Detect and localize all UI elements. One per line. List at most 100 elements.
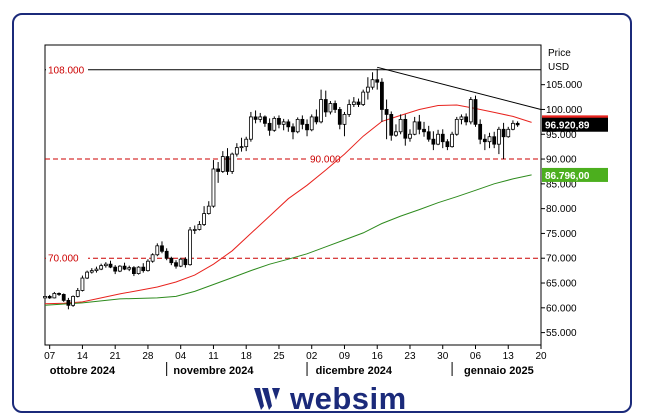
candle-body: [230, 153, 235, 172]
candle: [43, 295, 47, 301]
resistance-trendline: [377, 66, 542, 110]
y-tick-label: 55.000: [546, 328, 577, 339]
candle-body: [113, 266, 118, 272]
price-tag-bg: [542, 117, 608, 132]
candle: [239, 137, 244, 152]
x-tick-label: 07: [44, 351, 56, 362]
x-tick-label: 14: [77, 351, 89, 362]
y-tick-label: 70.000: [546, 254, 577, 265]
candle: [501, 122, 506, 160]
candle-body: [436, 133, 440, 145]
candle-body: [487, 136, 492, 143]
y-axis-unit: USD: [548, 62, 569, 73]
candle: [314, 109, 319, 125]
candle: [258, 112, 263, 123]
candle-body: [225, 156, 230, 172]
candle-body: [160, 245, 164, 252]
candle-body: [164, 250, 169, 259]
x-tick-label: 20: [535, 351, 547, 362]
candle: [281, 118, 286, 131]
x-tick-label: 04: [175, 351, 187, 362]
candle: [113, 265, 118, 275]
x-tick-label: 02: [306, 351, 318, 362]
x-tick-label: 21: [110, 351, 122, 362]
level-label: 90.000: [310, 155, 341, 166]
candle-body: [178, 258, 183, 267]
candle: [417, 114, 422, 135]
candle: [361, 89, 366, 106]
month-label: dicembre 2024: [316, 365, 393, 377]
candle: [408, 129, 412, 142]
candle: [291, 123, 295, 140]
candle: [211, 160, 216, 208]
candle: [380, 78, 384, 122]
candle: [132, 266, 136, 277]
candle-body: [155, 245, 160, 256]
candle: [253, 110, 258, 124]
candle-body: [71, 296, 75, 306]
candle: [365, 77, 370, 100]
candle: [141, 263, 146, 273]
x-tick-label: 11: [208, 351, 219, 362]
candle-body: [57, 293, 61, 295]
moving-average-line: [44, 174, 532, 306]
candle-body: [384, 109, 389, 115]
candle-body: [454, 118, 459, 135]
candle-body: [61, 294, 66, 301]
candle: [103, 262, 108, 268]
candle-body: [216, 168, 221, 172]
candle-body: [244, 138, 249, 148]
candle: [248, 111, 253, 142]
y-tick-label: 105.000: [546, 80, 583, 91]
candle-body: [333, 103, 338, 110]
candle-body: [492, 136, 497, 145]
candle-body: [445, 141, 450, 148]
candle: [300, 115, 305, 130]
candle: [80, 275, 85, 292]
candle: [202, 206, 206, 226]
brand-name: websim: [290, 381, 407, 416]
x-tick-label: 23: [404, 351, 416, 362]
candle: [89, 268, 94, 274]
candle-body: [291, 126, 295, 133]
candle-body: [370, 79, 375, 88]
candle-body: [277, 117, 281, 125]
candle: [384, 99, 389, 140]
y-tick-label: 85.000: [546, 179, 577, 190]
candle: [183, 257, 188, 268]
candle-body: [389, 114, 394, 136]
candle-body: [258, 116, 263, 120]
x-tick-label: 25: [273, 351, 285, 362]
moving-average-line: [44, 104, 532, 305]
candle-body: [248, 116, 253, 140]
candle: [468, 97, 473, 125]
candle-body: [263, 116, 267, 124]
candle-body: [80, 277, 85, 291]
candle-body: [174, 262, 178, 267]
y-tick-label: 90.000: [546, 155, 577, 166]
x-tick-label: 28: [142, 351, 154, 362]
candle-body: [75, 290, 80, 297]
candle-body: [478, 123, 483, 140]
candle: [337, 106, 342, 130]
candle-body: [403, 118, 408, 139]
candle: [319, 89, 323, 124]
candle: [403, 114, 408, 146]
candle-body: [305, 123, 309, 131]
candle: [263, 115, 267, 127]
candle: [286, 119, 291, 132]
candle: [333, 100, 338, 113]
price-tag-bg: [542, 167, 608, 182]
candle-body: [192, 229, 197, 231]
candle-body: [141, 266, 146, 272]
candle-body: [328, 103, 333, 113]
candle-body: [459, 116, 464, 120]
candle: [197, 221, 202, 231]
candle-body: [347, 104, 352, 115]
candle-body: [197, 224, 202, 230]
level-label-bg: [46, 252, 88, 265]
candle: [47, 294, 52, 299]
price-tag-label: 96.920,89: [545, 121, 590, 132]
candle: [146, 259, 150, 272]
candle: [272, 116, 277, 132]
